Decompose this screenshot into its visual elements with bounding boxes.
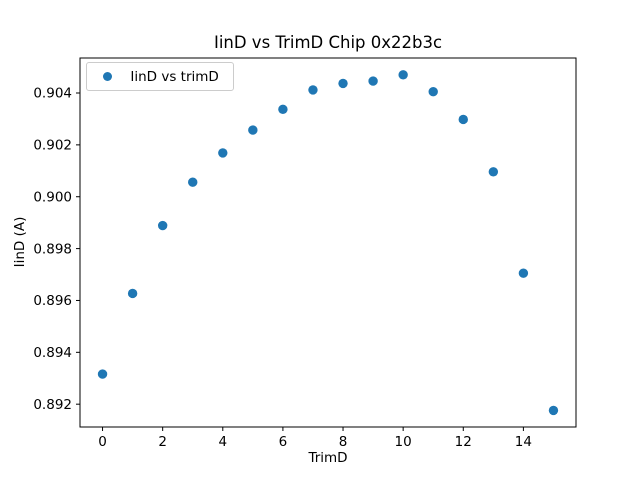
data-point — [157, 220, 168, 231]
data-point — [308, 85, 318, 95]
x-tick-label: 6 — [279, 434, 288, 450]
data-point — [458, 114, 468, 125]
x-tick-label: 10 — [395, 434, 412, 450]
data-point — [127, 288, 138, 299]
y-tick-label: 0.904 — [33, 86, 72, 102]
x-tick-label: 0 — [98, 434, 107, 450]
x-tick-label: 14 — [515, 434, 532, 450]
chart-title: IinD vs TrimD Chip 0x22b3c — [213, 33, 443, 52]
data-point — [548, 405, 559, 416]
data-point — [368, 76, 378, 86]
legend-marker-icon — [103, 71, 113, 82]
y-tick-label: 0.900 — [33, 189, 72, 205]
x-axis-label: TrimD — [308, 450, 348, 466]
data-point — [518, 268, 529, 278]
legend-label: IinD vs trimD — [130, 68, 219, 85]
data-point — [97, 369, 108, 379]
legend: IinD vs trimD — [86, 62, 234, 91]
y-tick-label: 0.896 — [33, 293, 72, 309]
x-tick-label: 12 — [455, 434, 472, 450]
data-point — [398, 70, 408, 80]
data-point — [218, 148, 228, 158]
y-tick-label: 0.892 — [33, 397, 72, 413]
data-point — [488, 167, 499, 177]
x-tick-label: 8 — [339, 434, 348, 450]
data-point — [248, 125, 258, 135]
x-tick-label: 2 — [158, 434, 167, 450]
y-tick-label: 0.898 — [33, 241, 72, 257]
y-tick-label: 0.902 — [33, 138, 72, 154]
axes-frame — [79, 57, 577, 428]
x-tick-label: 4 — [218, 434, 227, 450]
data-point — [428, 87, 438, 97]
data-point — [278, 104, 288, 115]
y-tick-label: 0.894 — [33, 345, 72, 361]
data-point — [338, 78, 348, 89]
data-point — [188, 177, 198, 187]
y-axis-label: IinD (A) — [12, 216, 28, 268]
